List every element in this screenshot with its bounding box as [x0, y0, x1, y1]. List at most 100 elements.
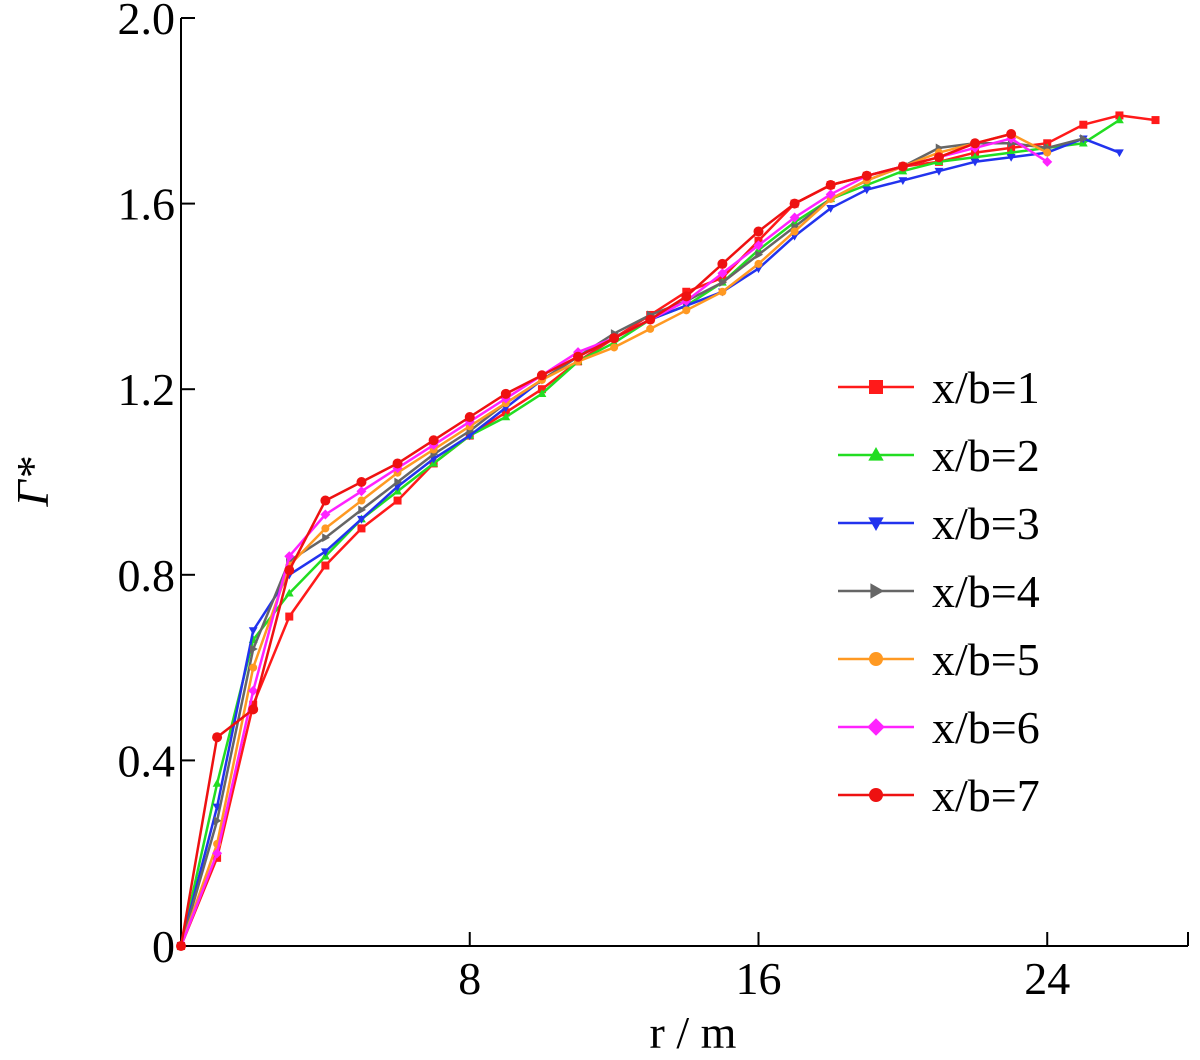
data-point — [825, 180, 836, 191]
data-point — [213, 816, 222, 826]
data-point — [537, 389, 547, 398]
y-tick-label: 0.8 — [118, 550, 176, 601]
legend-entry: x/b=2 — [838, 430, 1040, 481]
data-point — [1042, 156, 1053, 167]
y-ticks: 0 0.4 0.8 1.2 1.6 2.0 — [118, 0, 195, 972]
series-5 — [177, 130, 1052, 950]
data-point — [176, 941, 186, 951]
x-axis-title: r / m — [650, 1007, 737, 1058]
data-point — [790, 227, 799, 236]
x-tick-label: 16 — [735, 953, 781, 1004]
series-line — [179, 132, 1012, 947]
data-point — [212, 848, 223, 859]
legend-label: x/b=4 — [932, 566, 1040, 617]
legend-marker — [868, 446, 884, 461]
data-point — [970, 152, 980, 161]
legend-entry: x/b=5 — [838, 634, 1040, 685]
data-point — [1079, 120, 1088, 129]
data-point — [573, 351, 584, 362]
data-point — [682, 306, 691, 315]
data-point — [322, 533, 330, 543]
y-tick-label: 0 — [152, 921, 175, 972]
data-point — [1006, 129, 1017, 139]
legend-marker — [869, 788, 883, 802]
series-line — [179, 137, 1084, 947]
data-point — [249, 663, 258, 672]
data-point — [789, 198, 800, 209]
data-point — [1006, 147, 1016, 156]
data-point — [826, 205, 836, 213]
data-point — [284, 551, 295, 562]
data-point — [898, 177, 908, 185]
data-point — [719, 278, 727, 287]
data-point — [393, 496, 402, 505]
legend-label: x/b=2 — [932, 430, 1040, 481]
data-point — [1151, 116, 1160, 125]
data-point — [1006, 154, 1016, 162]
data-point — [1043, 148, 1052, 157]
data-point — [933, 152, 944, 163]
legend-marker — [869, 652, 883, 666]
data-point — [1115, 111, 1124, 120]
data-point — [610, 343, 619, 352]
legend-marker — [870, 583, 885, 599]
data-point — [681, 291, 692, 302]
y-tick-label: 1.6 — [118, 179, 176, 230]
legend-entry: x/b=7 — [838, 770, 1040, 821]
data-point — [1115, 115, 1124, 124]
data-point — [501, 412, 511, 421]
data-point — [357, 515, 366, 524]
data-point — [284, 565, 295, 576]
data-point — [609, 333, 620, 344]
legend-marker — [867, 718, 885, 736]
data-point — [285, 612, 294, 621]
legend-label: x/b=5 — [932, 634, 1040, 685]
y-tick-label: 0.4 — [118, 735, 176, 786]
data-point — [536, 370, 547, 381]
data-point — [248, 685, 259, 696]
data-point — [284, 588, 294, 597]
data-point — [248, 627, 258, 636]
legend-label: x/b=1 — [932, 362, 1040, 413]
y-tick-label: 2.0 — [118, 0, 176, 44]
data-point — [862, 186, 872, 195]
data-point — [754, 265, 763, 274]
data-point — [789, 212, 800, 223]
data-point — [320, 548, 330, 557]
data-point — [248, 704, 259, 715]
data-point — [357, 496, 366, 505]
data-point — [357, 524, 366, 533]
legend-label: x/b=6 — [932, 702, 1040, 753]
data-point — [320, 495, 331, 506]
data-point — [501, 408, 510, 417]
data-point — [970, 158, 980, 167]
series-layer — [176, 111, 1160, 951]
data-point — [970, 138, 981, 149]
series-4 — [177, 134, 1088, 951]
data-point — [1115, 149, 1124, 158]
legend-label: x/b=3 — [932, 498, 1040, 549]
data-point — [825, 189, 836, 200]
legend-entry: x/b=4 — [838, 566, 1040, 617]
data-point — [392, 458, 403, 469]
data-point — [1043, 139, 1052, 148]
legend: x/b=1 x/b=2 x/b=3 x/b=4 x/b=5 x/b=6 x/b=7 — [838, 362, 1040, 821]
data-point — [1007, 143, 1016, 152]
data-point — [753, 240, 764, 251]
data-point — [753, 226, 764, 237]
legend-entry: x/b=6 — [838, 702, 1040, 753]
legend-label: x/b=7 — [932, 770, 1040, 821]
data-point — [321, 561, 330, 570]
data-point — [897, 161, 908, 172]
data-point — [646, 324, 655, 333]
y-axis-title: Γ* — [7, 457, 58, 507]
data-point — [212, 732, 223, 743]
legend-marker — [869, 380, 883, 394]
legend-entry: x/b=1 — [838, 362, 1040, 413]
data-point — [500, 388, 511, 399]
axes — [180, 18, 1189, 947]
x-tick-label: 8 — [458, 953, 481, 1004]
series-7 — [176, 129, 1017, 951]
x-ticks: 8 16 24 — [458, 932, 1070, 1004]
